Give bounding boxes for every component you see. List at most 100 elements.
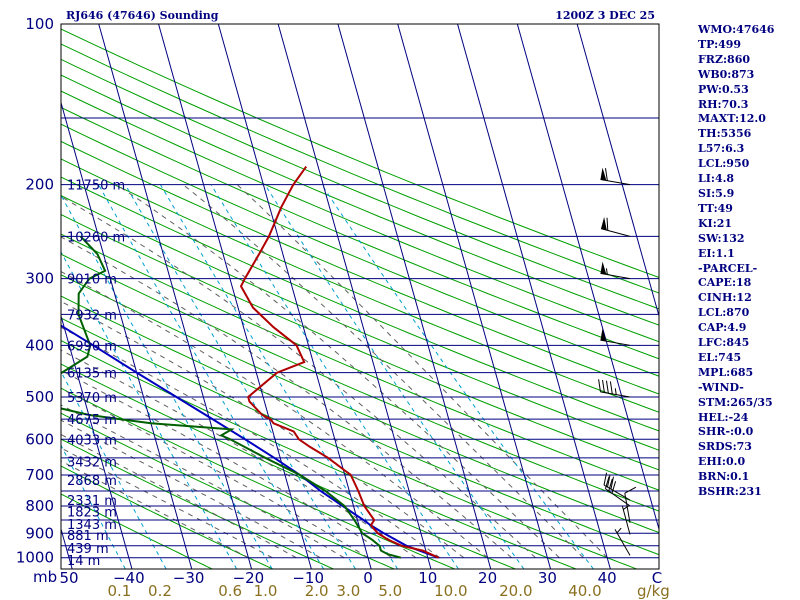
dry-adiabat-line: [61, 106, 659, 360]
mixing-ratio-tick-label: 1.0: [254, 582, 278, 600]
mixing-ratio-tick-label: 0.2: [148, 582, 172, 600]
sounding-profiles: [61, 166, 440, 559]
temperature-tick-label: 50: [59, 569, 78, 587]
dry-adiabat-line: [61, 274, 659, 534]
sounding-index-item: STM:265/35: [698, 395, 773, 409]
isotherm-line: [98, 24, 253, 569]
height-label: 14 m: [67, 554, 100, 569]
pressure-tick-label: 300: [25, 270, 54, 288]
dry-adiabat-line: [61, 43, 659, 294]
wind-barb: [603, 472, 631, 501]
mixing-ratio-tick-label: 3.0: [336, 582, 360, 600]
sounding-index-item: SW:132: [698, 231, 745, 245]
temperature-tick-label: −10: [292, 569, 324, 587]
sounding-index-item: SI:5.9: [698, 186, 735, 200]
wind-barb: [621, 505, 631, 535]
temperature-tick-label: 20: [478, 569, 497, 587]
dry-adiabat-line: [61, 295, 659, 556]
mixing-ratio-unit-label: g/kg: [637, 582, 670, 600]
dry-adiabat-line: [61, 58, 659, 310]
sounding-index-item: EL:745: [698, 350, 742, 364]
mixing-ratio-line: [210, 184, 459, 569]
wind-barb: [624, 486, 637, 523]
mixing-ratio-line: [61, 194, 273, 569]
isotherm-line: [277, 24, 432, 569]
sounding-index-item: SHR-:0.0: [698, 425, 754, 439]
sounding-index-item: CINH:12: [698, 291, 752, 305]
wind-barb: [600, 217, 631, 237]
plot-frame: [60, 23, 660, 570]
dry-adiabat-line: [61, 233, 659, 491]
pressure-unit-label: mb: [33, 568, 57, 586]
sounding-index-item: -PARCEL-: [698, 261, 758, 275]
sounding-index-item: PW:0.53: [698, 82, 749, 96]
dry-adiabat-line: [61, 465, 274, 569]
moist-adiabat-line: [61, 433, 297, 559]
mixing-ratio-tick-label: 0.1: [107, 582, 131, 600]
dry-adiabat-line: [61, 195, 659, 451]
wind-barb: [600, 261, 631, 280]
isobars: [61, 24, 659, 569]
wind-barb: [614, 527, 631, 556]
sounding-index-item: -WIND-: [698, 380, 744, 394]
temperature-tick-label: C: [652, 569, 662, 587]
moist-adiabat-line: [61, 236, 512, 559]
sounding-index-item: TH:5356: [698, 127, 752, 141]
sounding-indices-panel: WMO:47646 TP:499 FRZ:860 WB0:873 PW:0.53 RH:7…: [698, 23, 798, 500]
isotherm-line: [397, 24, 552, 569]
height-label: 2331 m: [67, 494, 117, 509]
pressure-tick-label: 200: [25, 176, 54, 194]
height-label: 4675 m: [67, 413, 117, 428]
moist-adiabat-line: [61, 447, 273, 559]
height-label: 6135 m: [67, 367, 117, 382]
temperature-tick-label: −20: [233, 569, 265, 587]
wind-barb: [600, 167, 631, 186]
height-label: 1823 m: [67, 506, 117, 521]
temperature-axis-labels: 50 −40 −30 −20 −10 0 10 20 30 40 C: [59, 569, 662, 587]
pressure-tick-label: 500: [25, 388, 54, 406]
sounding-index-item: EHI:0.0: [698, 455, 746, 469]
sounding-index-item: SRDS:73: [698, 440, 752, 454]
dry-adiabat-line: [61, 28, 659, 278]
isotherm-line: [61, 314, 133, 569]
sounding-time: 1200Z 3 DEC 25: [555, 9, 655, 22]
dry-adiabat-line: [61, 412, 395, 569]
sounding-index-item: TT:49: [698, 201, 733, 215]
mixing-ratio-line: [264, 184, 525, 569]
dewpoint-trace: [61, 235, 402, 559]
height-label: 1343 m: [67, 518, 117, 533]
height-label: 4033 m: [67, 433, 117, 448]
mixing-ratio-line: [61, 250, 238, 569]
wind-barb: [600, 328, 631, 346]
pressure-tick-label: 900: [25, 524, 54, 542]
sounding-index-item: EI:1.1: [698, 246, 735, 260]
isotherm-line: [217, 24, 372, 569]
pressure-tick-label: 700: [25, 466, 54, 484]
dry-adiabat-line: [61, 140, 659, 395]
sounding-index-item: WMO:47646: [698, 23, 775, 36]
mixing-ratio-line: [321, 184, 594, 569]
parcel-trace: [61, 324, 439, 559]
sounding-index-item: LI:4.8: [698, 172, 735, 186]
sounding-index-item: BSHR:231: [698, 485, 762, 499]
mixing-ratio-tick-label: 5.0: [378, 582, 402, 600]
sounding-index-item: LCL:950: [698, 157, 750, 171]
height-label: 3432 m: [67, 455, 117, 470]
temperature-trace: [239, 166, 440, 559]
dry-adiabat-line: [61, 214, 659, 471]
dry-adiabat-line: [61, 253, 659, 512]
temperature-tick-label: 10: [418, 569, 437, 587]
moist-adiabat-line: [61, 460, 249, 559]
pressure-tick-label: 100: [25, 15, 54, 33]
wind-barb: [598, 379, 631, 398]
sounding-index-item: MAXT:12.0: [698, 112, 766, 126]
sounding-index-item: MPL:685: [698, 365, 754, 379]
isotherm-line: [0, 24, 12, 569]
isotherm-line: [337, 24, 492, 569]
dry-adiabat-line: [61, 90, 659, 343]
wind-barbs: [598, 167, 637, 556]
mixing-ratio-tick-label: 2.0: [305, 582, 329, 600]
mixing-ratio-line: [124, 184, 356, 569]
temperature-tick-label: −30: [173, 569, 205, 587]
